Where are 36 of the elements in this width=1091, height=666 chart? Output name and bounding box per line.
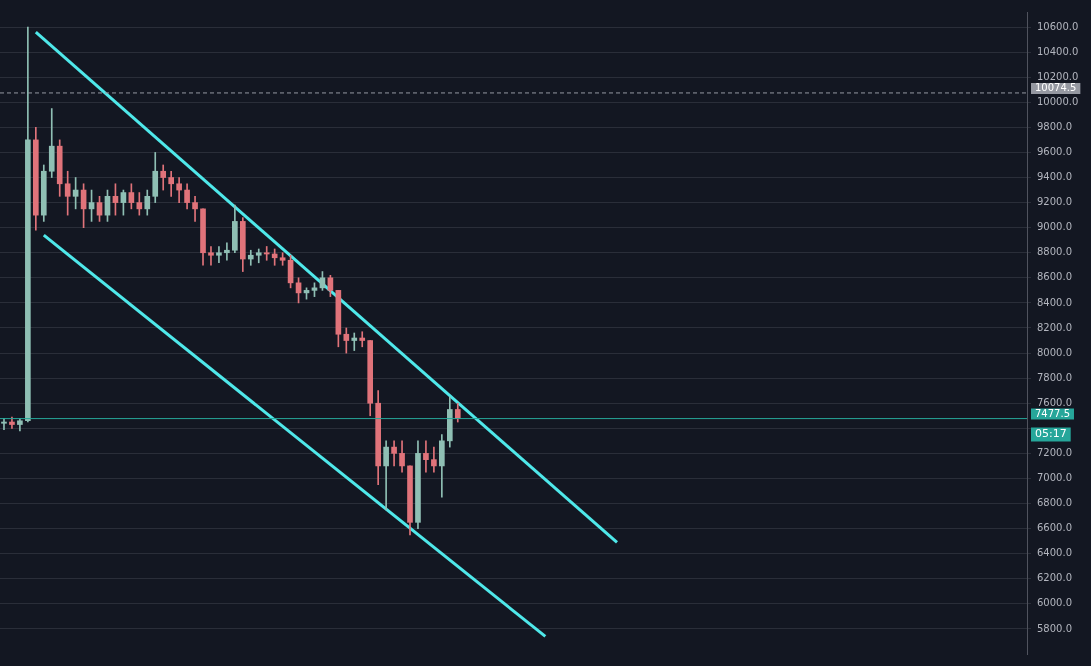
y-tick-label: 9200.0 <box>1037 196 1072 208</box>
y-tick-label: 6200.0 <box>1037 572 1072 584</box>
ref-line-label: 7477.5 <box>1035 407 1070 419</box>
y-tick-label: 10200.0 <box>1037 70 1079 82</box>
y-tick-label: 8000.0 <box>1037 346 1072 358</box>
candlestick <box>423 440 429 473</box>
y-tick-label: 9600.0 <box>1037 146 1072 158</box>
y-tick-label: 8800.0 <box>1037 246 1072 258</box>
y-tick-label: 9800.0 <box>1037 120 1072 132</box>
y-tick-label: 8200.0 <box>1037 321 1072 333</box>
y-tick-label: 7000.0 <box>1037 472 1072 484</box>
candlestick <box>216 246 222 264</box>
y-tick-label: 6600.0 <box>1037 522 1072 534</box>
candlestick <box>351 332 358 351</box>
y-tick-label: 10000.0 <box>1037 95 1079 107</box>
y-tick-label: 6800.0 <box>1037 497 1072 509</box>
y-tick-label: 7600.0 <box>1037 396 1072 408</box>
ref-line-label: 10074.5 <box>1035 82 1077 94</box>
y-tick-label: 9000.0 <box>1037 221 1072 233</box>
y-tick-label: 6000.0 <box>1037 597 1072 609</box>
candlestick <box>263 246 270 261</box>
y-tick-label: 8400.0 <box>1037 296 1072 308</box>
candlestick <box>359 331 366 348</box>
candlestick <box>208 246 214 266</box>
candlestick <box>224 242 230 261</box>
y-tick-label: 7800.0 <box>1037 371 1072 383</box>
y-tick-label: 9400.0 <box>1037 171 1072 183</box>
candlestick <box>1 417 7 430</box>
y-tick-label: 8600.0 <box>1037 271 1072 283</box>
y-tick-label: 7200.0 <box>1037 446 1072 458</box>
text: 05:17 <box>1035 427 1067 441</box>
candlestick <box>247 249 254 266</box>
y-tick-label: 10600.0 <box>1037 20 1079 32</box>
y-tick-label: 5800.0 <box>1037 622 1072 634</box>
y-tick-label: 10400.0 <box>1037 45 1079 57</box>
y-tick-label: 6400.0 <box>1037 547 1072 559</box>
